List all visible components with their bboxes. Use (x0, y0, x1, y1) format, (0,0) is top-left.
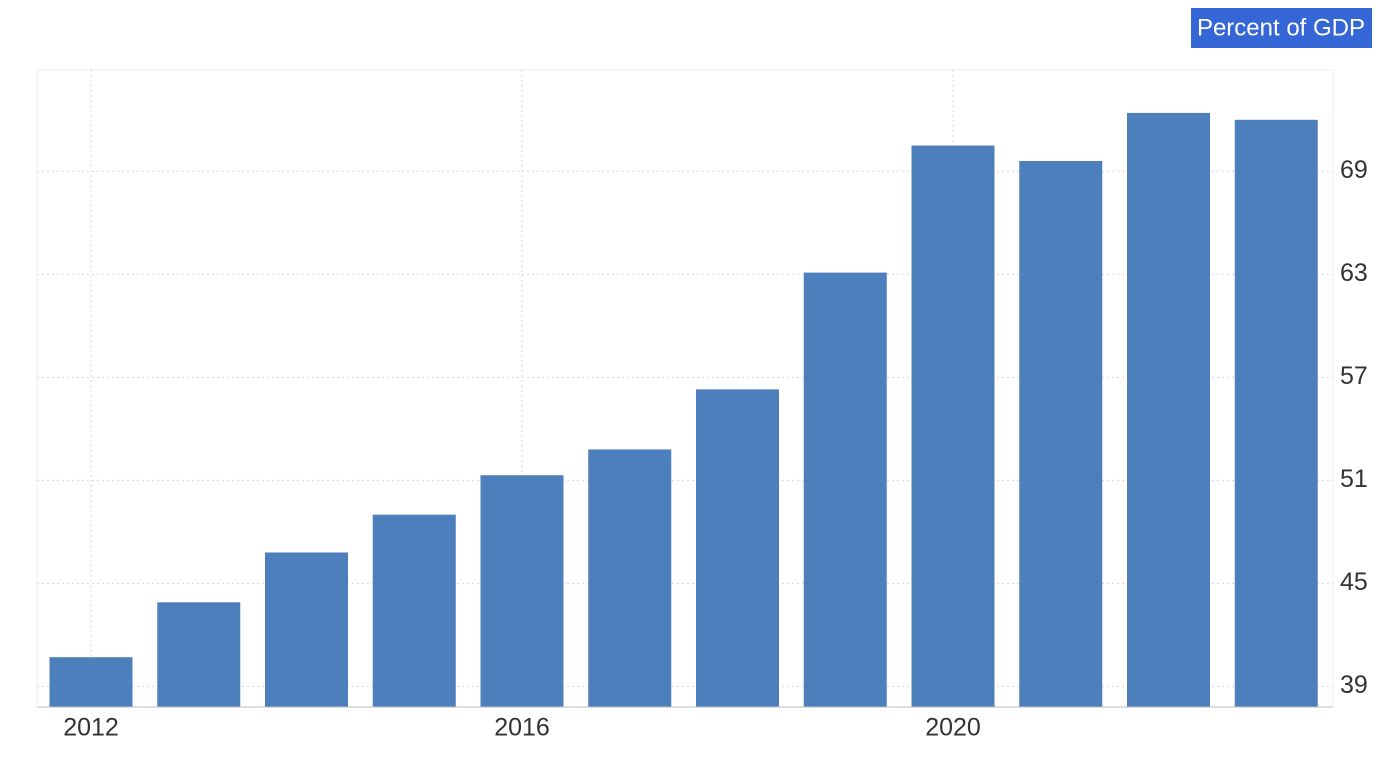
bar (588, 449, 672, 707)
y-tick-label: 39 (1340, 671, 1368, 699)
y-tick-label: 63 (1340, 259, 1368, 287)
bar (372, 514, 456, 707)
bar (1127, 112, 1210, 707)
y-tick-label: 51 (1340, 465, 1368, 493)
bar (1019, 161, 1103, 707)
x-tick-label: 2020 (925, 714, 981, 742)
unit-label: Percent of GDP (1197, 14, 1365, 41)
x-tick-label: 2016 (494, 714, 550, 742)
bar (696, 389, 779, 707)
bar (1234, 119, 1318, 707)
unit-badge (1191, 8, 1372, 48)
bar (480, 475, 564, 707)
y-tick-label: 45 (1340, 568, 1368, 596)
bar (803, 272, 887, 707)
bar (49, 657, 133, 707)
y-tick-label: 57 (1340, 362, 1368, 390)
bar (911, 145, 995, 707)
bar (157, 602, 241, 707)
y-tick-label: 69 (1340, 156, 1368, 184)
bar (265, 552, 348, 707)
x-tick-label: 2012 (63, 714, 119, 742)
